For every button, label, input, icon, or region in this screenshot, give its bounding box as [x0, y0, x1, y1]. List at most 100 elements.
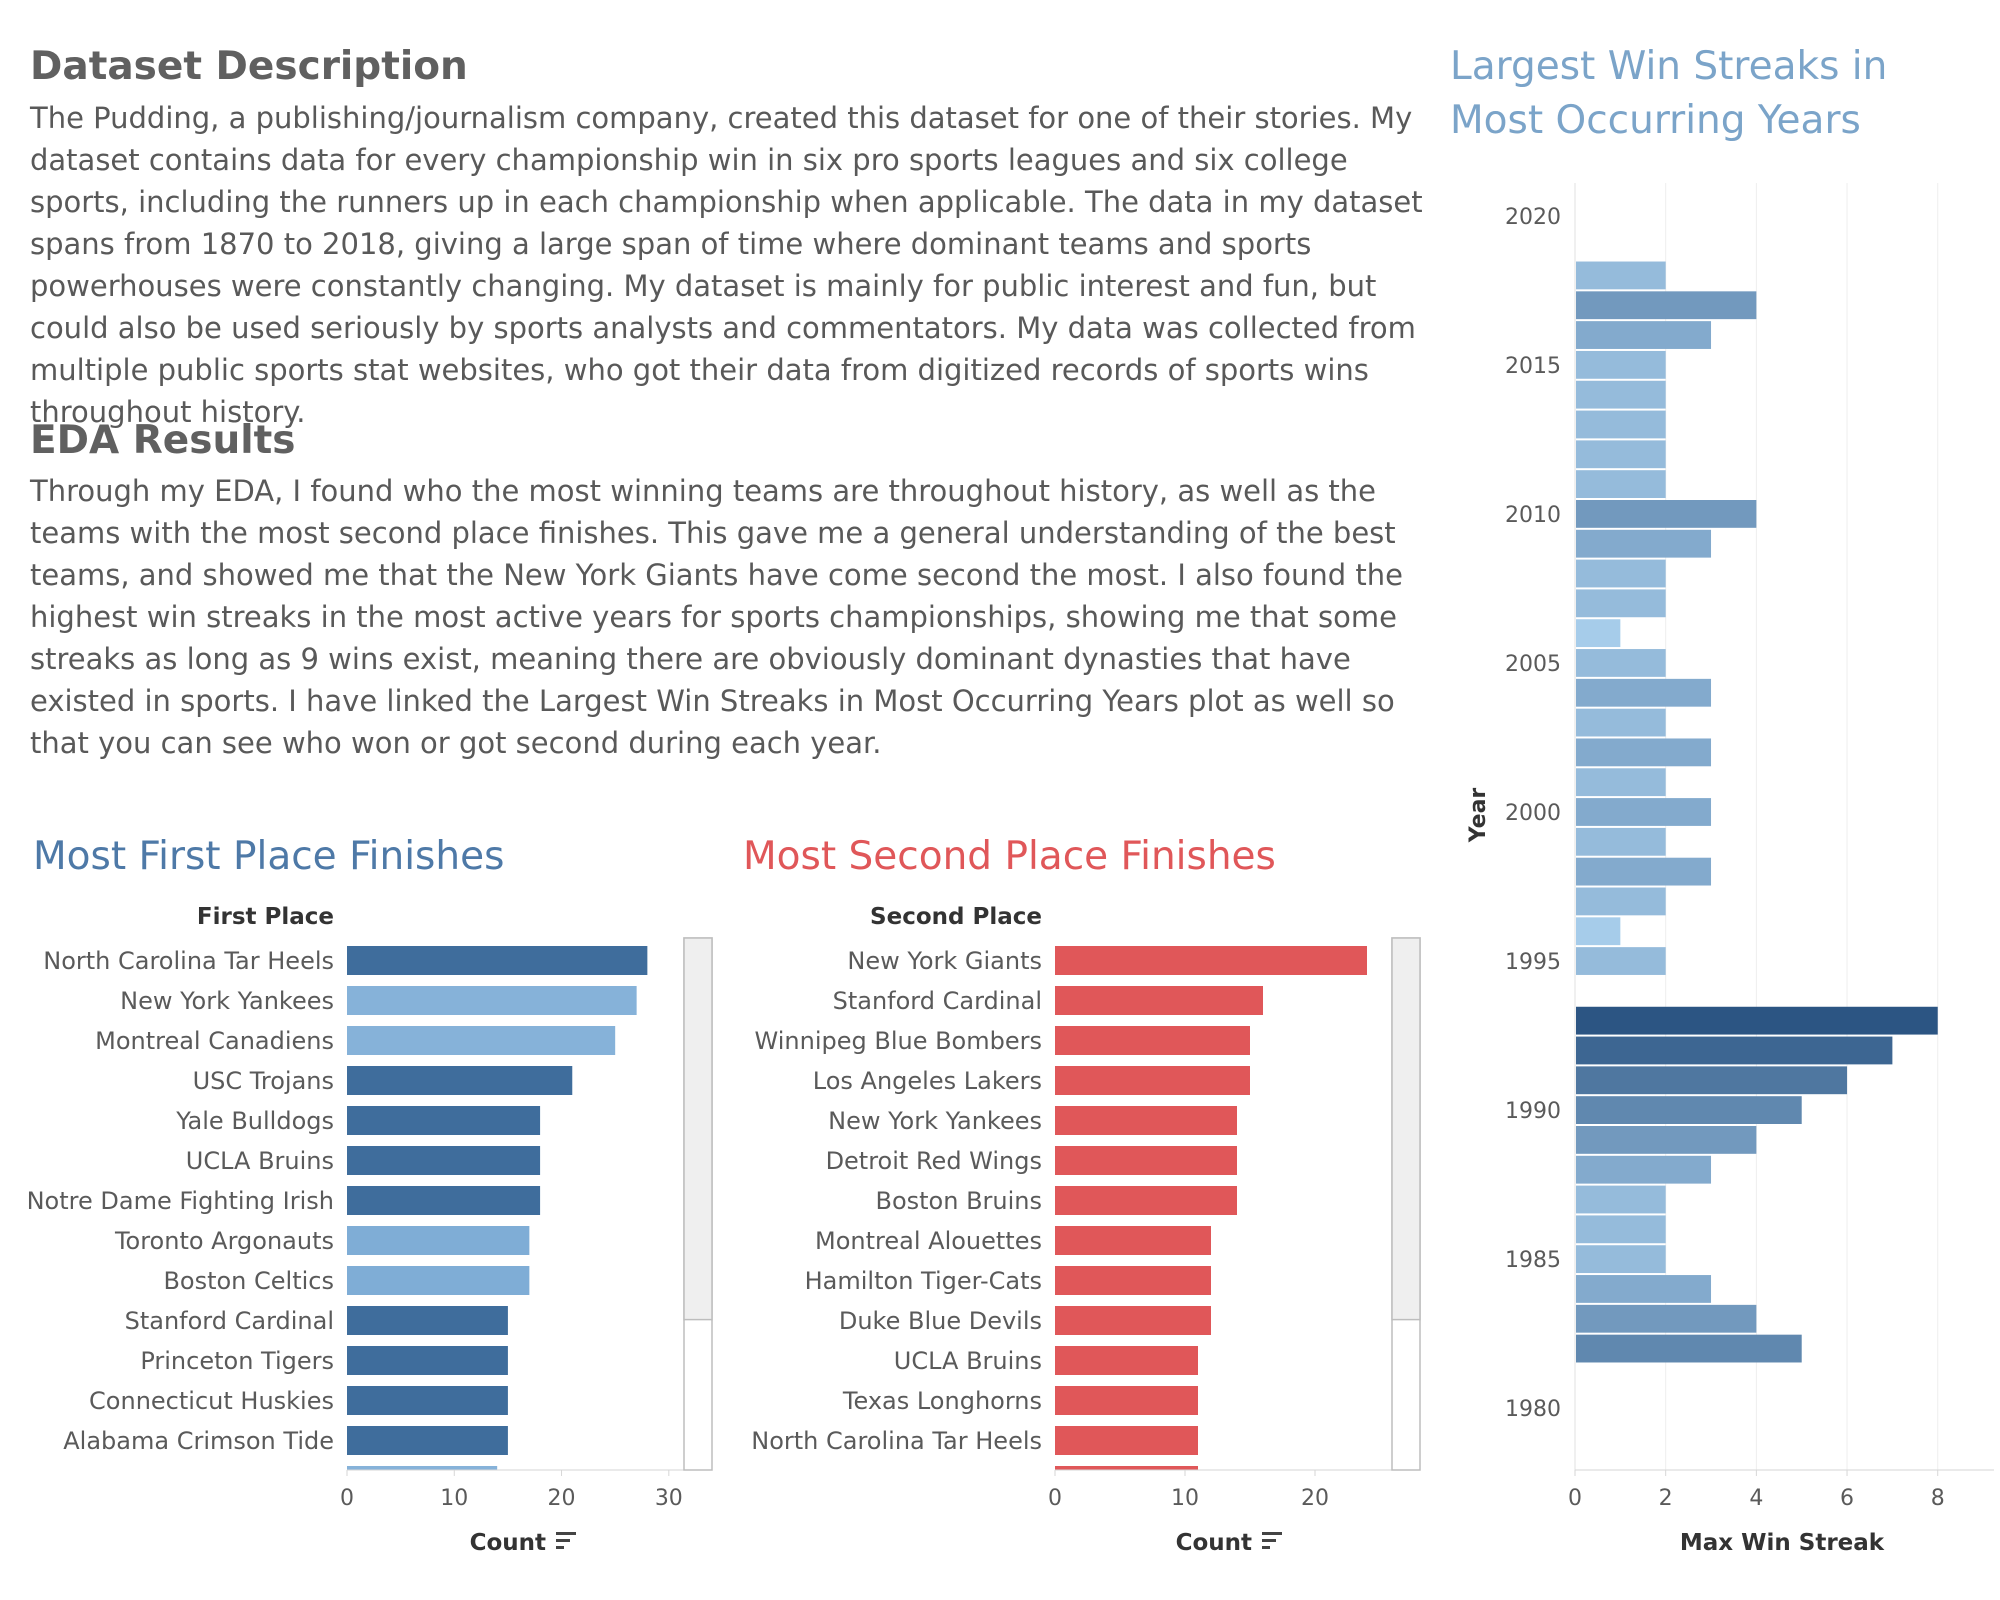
- second-bar[interactable]: [1055, 1346, 1198, 1375]
- second-bar[interactable]: [1055, 1146, 1237, 1175]
- win-streak-bar[interactable]: [1576, 917, 1621, 946]
- win-streak-bar[interactable]: [1576, 440, 1666, 469]
- win-streak-bar[interactable]: [1576, 410, 1666, 439]
- second-bar[interactable]: [1055, 1186, 1237, 1215]
- win-streak-bar[interactable]: [1576, 1185, 1666, 1214]
- second-bar[interactable]: [1055, 986, 1263, 1015]
- win-streak-bar[interactable]: [1576, 380, 1666, 409]
- first-x-tick-label: 10: [440, 1486, 468, 1511]
- win-streak-bar[interactable]: [1576, 649, 1666, 677]
- first-category-label: Boston Celtics: [163, 1267, 334, 1295]
- first-category-label: Green Bay Packers: [109, 1467, 334, 1495]
- win-streak-bar[interactable]: [1576, 529, 1712, 558]
- first-category-label: Princeton Tigers: [140, 1347, 334, 1375]
- win-streak-bar[interactable]: [1576, 261, 1666, 290]
- second-x-axis-title: Count: [1176, 1530, 1252, 1556]
- win-streak-bar[interactable]: [1576, 1155, 1712, 1184]
- first-category-label: New York Yankees: [120, 987, 334, 1015]
- second-category-label: New York Giants: [847, 947, 1042, 975]
- first-scrollbar[interactable]: [683, 937, 713, 1471]
- first-bar[interactable]: [347, 1306, 508, 1335]
- second-bar[interactable]: [1055, 1106, 1237, 1135]
- win-streak-bar[interactable]: [1576, 1006, 1938, 1035]
- win-streak-bar[interactable]: [1576, 350, 1666, 379]
- win-streak-y-axis-title: Year: [1466, 788, 1491, 844]
- win-streak-bar[interactable]: [1576, 1245, 1666, 1274]
- win-streak-bar[interactable]: [1576, 1126, 1757, 1154]
- first-bar[interactable]: [347, 1066, 573, 1095]
- first-category-label: Montreal Canadiens: [95, 1027, 334, 1055]
- sort-descending-icon[interactable]: [556, 1532, 576, 1549]
- second-category-label: Stanford Cardinal: [833, 987, 1042, 1015]
- win-streak-bar[interactable]: [1576, 291, 1757, 320]
- win-streak-bar[interactable]: [1576, 947, 1666, 975]
- first-place-chart-title: Most First Place Finishes: [33, 834, 505, 879]
- win-streak-bar[interactable]: [1576, 559, 1666, 588]
- win-streak-bar[interactable]: [1576, 500, 1757, 528]
- first-bar[interactable]: [347, 1026, 616, 1055]
- win-streak-y-tick-label: 2010: [1505, 503, 1561, 528]
- win-streak-bar[interactable]: [1576, 619, 1621, 648]
- eda-results-heading: EDA Results: [30, 418, 296, 463]
- win-streak-bar[interactable]: [1576, 1066, 1848, 1095]
- second-category-label: Detroit Red Wings: [826, 1147, 1042, 1175]
- win-streak-bar[interactable]: [1576, 857, 1712, 886]
- win-streak-bar[interactable]: [1576, 798, 1712, 826]
- second-bar[interactable]: [1055, 1226, 1211, 1255]
- first-bar[interactable]: [347, 1146, 541, 1175]
- win-streak-bar[interactable]: [1576, 768, 1666, 797]
- win-streak-x-tick-label: 6: [1840, 1486, 1854, 1511]
- win-streak-bar[interactable]: [1576, 708, 1666, 737]
- first-bar[interactable]: [347, 1226, 530, 1255]
- second-bar[interactable]: [1055, 1266, 1211, 1295]
- first-bar[interactable]: [347, 1346, 508, 1375]
- win-streak-bar[interactable]: [1576, 678, 1712, 707]
- win-streak-bar[interactable]: [1576, 1275, 1712, 1303]
- win-streak-bar[interactable]: [1576, 589, 1666, 618]
- win-streak-bar[interactable]: [1576, 1334, 1802, 1363]
- win-streak-bar[interactable]: [1576, 1096, 1802, 1124]
- first-bar[interactable]: [347, 1266, 530, 1295]
- second-bar[interactable]: [1055, 1386, 1198, 1415]
- second-bar[interactable]: [1055, 1066, 1250, 1095]
- first-scrollbar-thumb[interactable]: [683, 937, 713, 1321]
- win-streak-bar[interactable]: [1576, 738, 1712, 767]
- first-category-label: USC Trojans: [193, 1067, 334, 1095]
- first-bar[interactable]: [347, 1466, 498, 1495]
- second-bar[interactable]: [1055, 1026, 1250, 1055]
- win-streak-bar[interactable]: [1576, 1304, 1757, 1333]
- first-bar[interactable]: [347, 1426, 508, 1455]
- win-streak-bar[interactable]: [1576, 887, 1666, 916]
- win-streak-y-tick-label: 2020: [1505, 205, 1561, 230]
- second-x-tick-label: 20: [1301, 1486, 1329, 1511]
- win-streak-bar[interactable]: [1576, 321, 1712, 349]
- first-bars-area: North Carolina Tar Heels New York Yankees…: [27, 946, 648, 1495]
- second-bar[interactable]: [1055, 1466, 1198, 1495]
- first-bar[interactable]: [347, 1386, 508, 1415]
- win-streak-bar[interactable]: [1576, 470, 1666, 498]
- first-bar[interactable]: [347, 1106, 541, 1135]
- second-scrollbar[interactable]: [1391, 937, 1421, 1471]
- win-streak-bar[interactable]: [1576, 827, 1666, 856]
- win-streak-bar[interactable]: [1576, 1036, 1893, 1065]
- first-category-label: North Carolina Tar Heels: [43, 947, 334, 975]
- win-streak-x-tick-label: 0: [1568, 1486, 1582, 1511]
- second-scrollbar-thumb[interactable]: [1391, 937, 1421, 1321]
- second-category-label: UCLA Bruins: [894, 1347, 1042, 1375]
- first-x-tick-label: 30: [655, 1486, 683, 1511]
- second-x-tick-label: 10: [1171, 1486, 1199, 1511]
- second-bar[interactable]: [1055, 1306, 1211, 1335]
- second-category-label: New York Yankees: [828, 1107, 1042, 1135]
- first-place-chart: North Carolina Tar Heels New York Yankees…: [27, 904, 713, 1556]
- second-bar[interactable]: [1055, 946, 1367, 975]
- first-bar[interactable]: [347, 1186, 541, 1215]
- win-streak-x-tick-label: 4: [1749, 1486, 1763, 1511]
- win-streak-x-tick-label: 2: [1659, 1486, 1673, 1511]
- first-bar[interactable]: [347, 986, 637, 1015]
- second-category-label: Duke Blue Devils: [839, 1307, 1042, 1335]
- eda-results-text: Through my EDA, I found who the most win…: [30, 474, 1403, 760]
- second-bar[interactable]: [1055, 1426, 1198, 1455]
- first-bar[interactable]: [347, 946, 648, 975]
- sort-descending-icon[interactable]: [1262, 1532, 1282, 1549]
- win-streak-bar[interactable]: [1576, 1215, 1666, 1244]
